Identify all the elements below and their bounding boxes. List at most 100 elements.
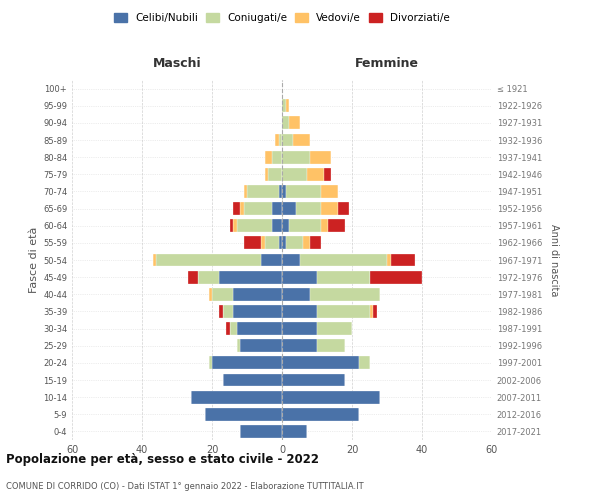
- Bar: [223, 374, 282, 386]
- Bar: [317, 322, 352, 335]
- Bar: [223, 305, 233, 318]
- Bar: [282, 425, 307, 438]
- Bar: [271, 202, 282, 215]
- Bar: [271, 150, 282, 164]
- Bar: [236, 340, 240, 352]
- Bar: [209, 288, 212, 300]
- Bar: [282, 374, 345, 386]
- Bar: [286, 185, 320, 198]
- Text: Popolazione per età, sesso e stato civile - 2022: Popolazione per età, sesso e stato civil…: [6, 452, 319, 466]
- Text: Maschi: Maschi: [152, 56, 202, 70]
- Bar: [282, 236, 286, 250]
- Bar: [244, 236, 261, 250]
- Bar: [310, 150, 331, 164]
- Bar: [324, 168, 331, 180]
- Bar: [229, 322, 236, 335]
- Bar: [240, 425, 282, 438]
- Bar: [317, 305, 370, 318]
- Text: Femmine: Femmine: [355, 56, 419, 70]
- Bar: [282, 168, 307, 180]
- Bar: [275, 134, 278, 146]
- Bar: [289, 220, 320, 232]
- Bar: [282, 340, 317, 352]
- Bar: [271, 220, 282, 232]
- Bar: [265, 236, 278, 250]
- Bar: [191, 390, 282, 404]
- Bar: [296, 202, 320, 215]
- Bar: [391, 254, 415, 266]
- Bar: [282, 150, 310, 164]
- Bar: [282, 100, 286, 112]
- Bar: [320, 220, 328, 232]
- Bar: [317, 270, 370, 283]
- Bar: [317, 340, 345, 352]
- Bar: [233, 202, 240, 215]
- Bar: [187, 270, 198, 283]
- Bar: [219, 305, 223, 318]
- Bar: [240, 340, 282, 352]
- Bar: [212, 288, 233, 300]
- Bar: [303, 236, 310, 250]
- Bar: [320, 185, 338, 198]
- Bar: [212, 356, 282, 370]
- Bar: [338, 202, 349, 215]
- Bar: [373, 305, 377, 318]
- Bar: [236, 220, 271, 232]
- Bar: [233, 220, 236, 232]
- Bar: [282, 322, 317, 335]
- Bar: [289, 116, 299, 130]
- Y-axis label: Fasce di età: Fasce di età: [29, 227, 39, 293]
- Bar: [282, 408, 359, 420]
- Bar: [282, 134, 293, 146]
- Bar: [278, 236, 282, 250]
- Bar: [226, 322, 229, 335]
- Bar: [282, 288, 310, 300]
- Bar: [282, 185, 286, 198]
- Bar: [310, 288, 380, 300]
- Bar: [282, 270, 317, 283]
- Bar: [282, 220, 289, 232]
- Bar: [328, 220, 345, 232]
- Bar: [261, 254, 282, 266]
- Bar: [236, 322, 282, 335]
- Bar: [247, 185, 278, 198]
- Bar: [310, 236, 320, 250]
- Bar: [387, 254, 391, 266]
- Bar: [240, 202, 244, 215]
- Bar: [265, 150, 271, 164]
- Bar: [370, 305, 373, 318]
- Bar: [282, 356, 359, 370]
- Bar: [219, 270, 282, 283]
- Bar: [244, 202, 271, 215]
- Bar: [265, 168, 268, 180]
- Y-axis label: Anni di nascita: Anni di nascita: [549, 224, 559, 296]
- Bar: [282, 390, 380, 404]
- Bar: [244, 185, 247, 198]
- Text: COMUNE DI CORRIDO (CO) - Dati ISTAT 1° gennaio 2022 - Elaborazione TUTTITALIA.IT: COMUNE DI CORRIDO (CO) - Dati ISTAT 1° g…: [6, 482, 364, 491]
- Bar: [278, 185, 282, 198]
- Bar: [156, 254, 261, 266]
- Bar: [320, 202, 338, 215]
- Bar: [286, 236, 303, 250]
- Bar: [278, 134, 282, 146]
- Bar: [282, 305, 317, 318]
- Bar: [268, 168, 282, 180]
- Bar: [282, 254, 299, 266]
- Bar: [293, 134, 310, 146]
- Bar: [152, 254, 156, 266]
- Bar: [261, 236, 265, 250]
- Bar: [299, 254, 387, 266]
- Bar: [307, 168, 324, 180]
- Bar: [282, 202, 296, 215]
- Bar: [282, 116, 289, 130]
- Legend: Celibi/Nubili, Coniugati/e, Vedovi/e, Divorziati/e: Celibi/Nubili, Coniugati/e, Vedovi/e, Di…: [111, 10, 453, 26]
- Bar: [370, 270, 422, 283]
- Bar: [359, 356, 370, 370]
- Bar: [229, 220, 233, 232]
- Bar: [233, 288, 282, 300]
- Bar: [233, 305, 282, 318]
- Bar: [198, 270, 219, 283]
- Bar: [286, 100, 289, 112]
- Bar: [205, 408, 282, 420]
- Bar: [209, 356, 212, 370]
